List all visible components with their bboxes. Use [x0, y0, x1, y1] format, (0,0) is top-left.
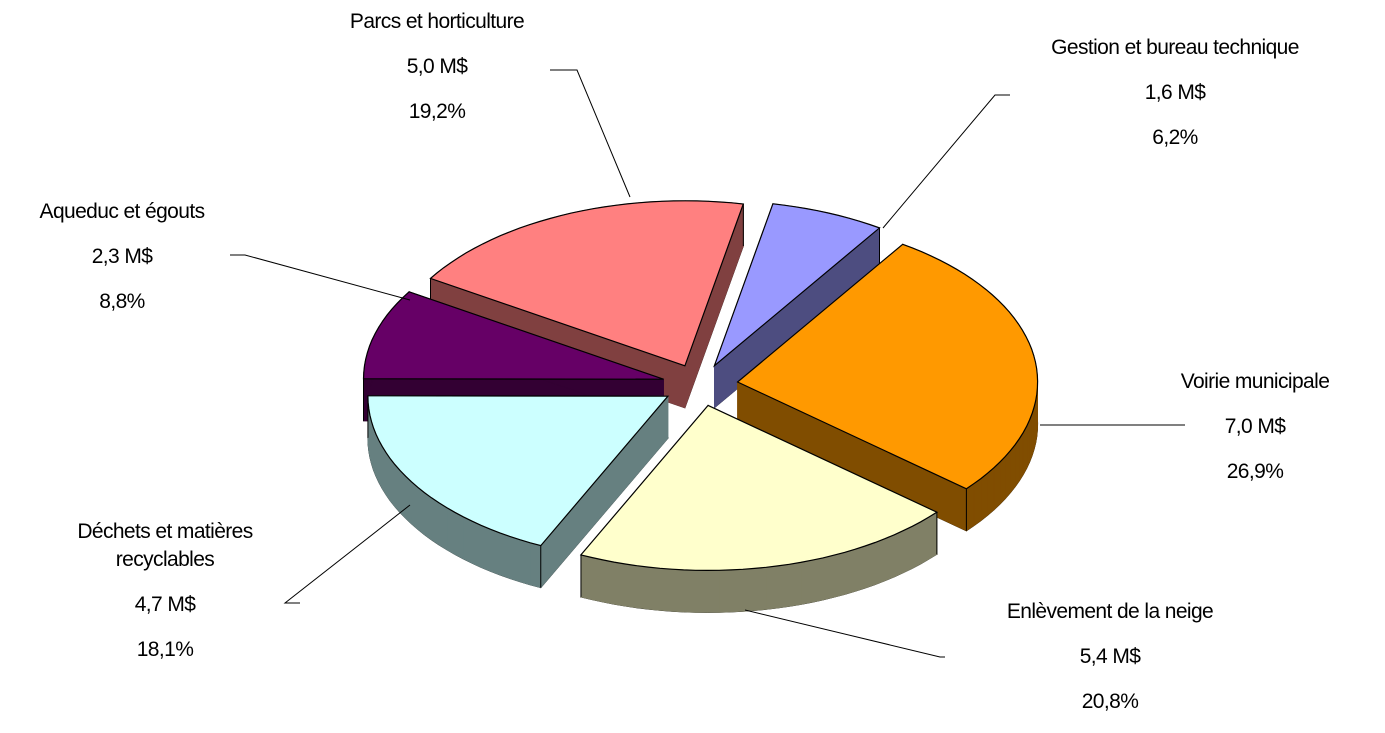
- slice-side: [766, 566, 778, 609]
- leader-line: [550, 70, 630, 197]
- slice-side: [406, 476, 412, 524]
- data-label: 26,9%: [1181, 458, 1330, 486]
- slice-side: [463, 517, 472, 563]
- slice-side: [510, 536, 520, 581]
- slice-side: [424, 493, 431, 540]
- data-label: 5,4 M$: [1007, 643, 1213, 671]
- slice-side: [966, 484, 973, 531]
- category-label: Aqueduc et égouts: [40, 198, 205, 226]
- category-label: Enlèvement de la neige: [1007, 598, 1213, 626]
- slice-side: [845, 549, 855, 594]
- slice-side: [472, 521, 481, 567]
- slice-side: [1020, 432, 1024, 480]
- data-label: 4,7 M$: [40, 591, 290, 619]
- slice-label: Gestion et bureau technique 1,6 M$ 6,2%: [1051, 34, 1299, 169]
- slice-label: Enlèvement de la neige 5,4 M$ 20,8%: [1007, 598, 1213, 733]
- pie: [363, 201, 1037, 613]
- slice-side: [447, 508, 455, 555]
- slice-side: [439, 503, 447, 550]
- slice-label: Aqueduc et égouts 2,3 M$ 8,8%: [40, 198, 205, 333]
- slice-side: [834, 552, 845, 597]
- category-label: Gestion et bureau technique: [1051, 34, 1299, 62]
- slice-side: [672, 569, 684, 612]
- leader-line: [883, 95, 1010, 228]
- slice-label: Déchets et matières recyclables 4,7 M$ 18,…: [40, 518, 290, 681]
- slice-side: [382, 447, 386, 495]
- slice-side: [974, 479, 981, 526]
- slice-side: [719, 570, 731, 612]
- slice-side: [1005, 451, 1010, 499]
- slice-side: [801, 560, 812, 604]
- slice-side: [386, 453, 390, 501]
- slice-side: [1023, 426, 1026, 474]
- data-label: 18,1%: [40, 636, 290, 664]
- slice-label: Voirie municipale 7,0 M$ 26,9%: [1181, 368, 1330, 503]
- data-label: 8,8%: [40, 288, 205, 316]
- slice-side: [660, 568, 672, 611]
- slice-side: [707, 570, 719, 612]
- slice-side: [812, 558, 823, 602]
- slice-side: [481, 525, 490, 571]
- slice-label: Parcs et horticulture 5,0 M$ 19,2%: [350, 8, 524, 143]
- slice-side: [789, 562, 800, 606]
- slice-side: [520, 540, 530, 585]
- slice-side: [637, 566, 649, 609]
- leader-line: [230, 255, 410, 300]
- slice-side: [731, 569, 743, 612]
- slice-side: [455, 512, 463, 559]
- slice-side: [1015, 439, 1019, 487]
- slice-side: [412, 482, 418, 530]
- slice-side: [432, 498, 439, 545]
- slice-side: [865, 543, 875, 589]
- slice-side: [684, 570, 696, 612]
- slice-side: [885, 535, 894, 581]
- data-label: 6,2%: [1051, 124, 1299, 152]
- category-label: Voirie municipale: [1181, 368, 1330, 396]
- slice-side: [912, 522, 921, 569]
- slice-side: [988, 468, 994, 516]
- slice-side: [418, 487, 425, 534]
- category-label: Parcs et horticulture: [350, 8, 524, 36]
- slice-side: [903, 526, 912, 572]
- slice-side: [376, 434, 379, 482]
- data-label: 1,6 M$: [1051, 79, 1299, 107]
- slice-side: [530, 543, 541, 588]
- slice-side: [490, 529, 500, 575]
- data-label: 20,8%: [1007, 688, 1213, 716]
- slice-side: [648, 567, 660, 610]
- slice-side: [1011, 445, 1016, 493]
- data-label: 19,2%: [350, 98, 524, 126]
- slice-side: [1027, 420, 1030, 468]
- slice-side: [894, 531, 903, 577]
- slice-side: [395, 465, 400, 513]
- slice-side: [500, 533, 510, 579]
- slice-side: [1000, 456, 1006, 504]
- slice-side: [929, 512, 937, 559]
- data-label: 7,0 M$: [1181, 413, 1330, 441]
- slice-side: [743, 568, 755, 611]
- slice-side: [379, 440, 382, 488]
- slice-side: [921, 517, 929, 564]
- leader-line: [745, 610, 945, 657]
- slice-side: [994, 462, 1000, 510]
- data-label: 5,0 M$: [350, 53, 524, 81]
- slice-side: [695, 570, 707, 612]
- data-label: 2,3 M$: [40, 243, 205, 271]
- slice-side: [614, 562, 625, 606]
- slice-side: [981, 473, 988, 520]
- slice-side: [823, 555, 834, 600]
- category-label: Déchets et matières recyclables: [40, 518, 290, 574]
- slice-side: [390, 459, 395, 507]
- slice-side: [855, 546, 865, 591]
- leader-line: [285, 505, 410, 603]
- slice-side: [625, 564, 637, 608]
- slice-side: [755, 567, 767, 610]
- slice-side: [875, 539, 885, 585]
- slice-side: [778, 564, 790, 608]
